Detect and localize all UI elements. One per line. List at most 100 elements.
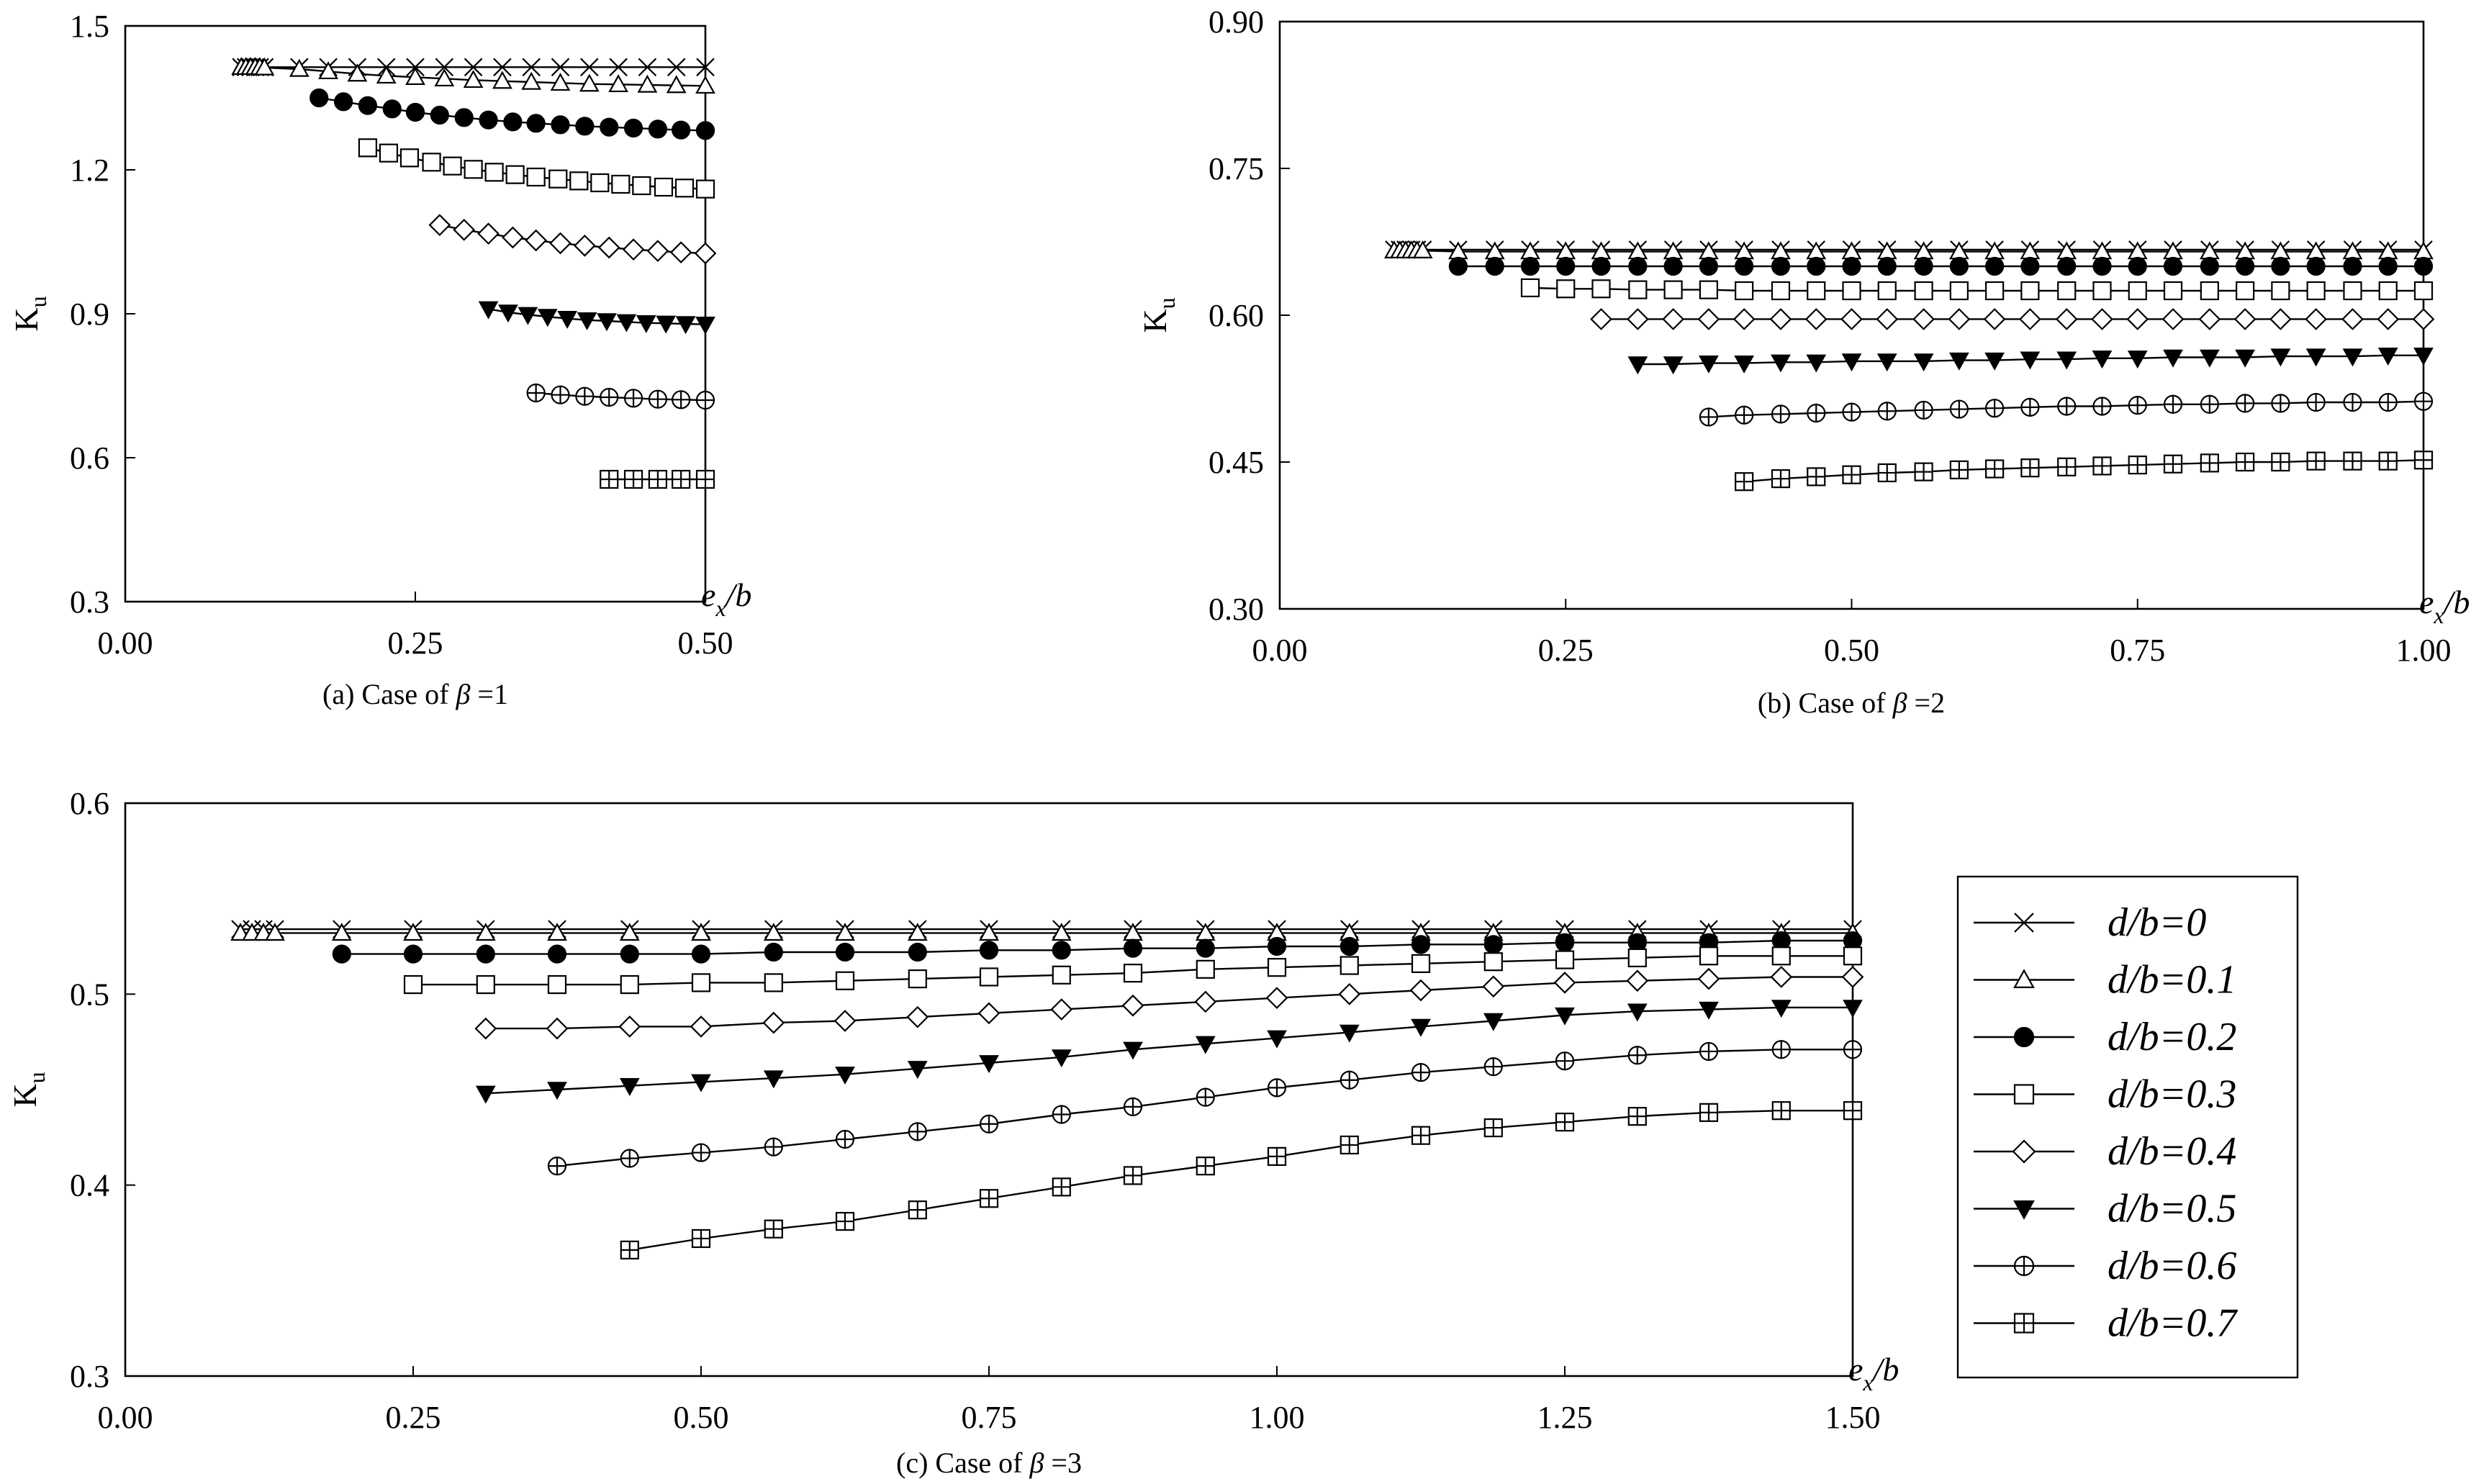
data-point — [434, 68, 455, 87]
data-point — [1626, 969, 1649, 992]
y-tick-label: 0.9 — [70, 297, 109, 332]
data-point — [318, 61, 338, 80]
caption-suffix: =1 — [470, 678, 508, 710]
data-point — [2163, 454, 2183, 474]
legend-item: d/b=0 — [1974, 900, 2206, 945]
data-point — [546, 1017, 569, 1040]
x-tick-label: 0.25 — [1538, 633, 1594, 668]
data-point — [2269, 308, 2292, 330]
series-d/b=0.5 — [478, 301, 715, 335]
data-point — [672, 120, 691, 140]
legend-marker — [2013, 969, 2035, 989]
data-point — [464, 160, 483, 179]
x-tick-label: 0.75 — [2110, 633, 2165, 668]
data-point — [1949, 460, 1969, 479]
data-point — [1697, 967, 1720, 990]
data-point — [548, 169, 568, 189]
data-point — [672, 390, 691, 410]
data-point — [525, 229, 548, 252]
data-point — [1196, 959, 1215, 979]
x-axis-title-main: e — [2419, 584, 2434, 620]
caption-suffix: =2 — [1907, 687, 1946, 719]
data-point — [597, 236, 620, 259]
x-axis-title-tail: /b — [2442, 584, 2470, 620]
legend-item: d/b=0.5 — [1974, 1187, 2236, 1231]
y-axis-title-c: Ku — [6, 1072, 50, 1107]
data-point — [2020, 458, 2040, 478]
data-point — [2413, 451, 2434, 470]
data-point — [476, 944, 495, 964]
data-point — [1771, 256, 1791, 276]
data-point — [1877, 463, 1897, 483]
caption-prefix: (a) Case of — [322, 678, 456, 710]
data-point — [2092, 281, 2112, 301]
data-point — [2412, 308, 2435, 330]
data-point — [691, 973, 711, 992]
data-point — [1194, 990, 1217, 1013]
series-line — [485, 976, 1853, 1030]
data-point — [691, 1229, 711, 1249]
data-point — [2378, 451, 2398, 471]
data-point — [1662, 308, 1684, 330]
data-point — [835, 923, 855, 941]
data-point — [1520, 256, 1540, 276]
panel-c: 0.00 0.25 0.50 0.75 1.00 1.25 1.50 0.3 0.4 0.5 0.6… — [6, 786, 1899, 1479]
data-point — [1735, 405, 1754, 425]
data-point — [597, 313, 617, 332]
data-point — [600, 387, 619, 407]
data-point — [1770, 966, 1793, 988]
x-tick-label: 0.00 — [98, 1400, 153, 1435]
data-point — [577, 312, 597, 330]
data-point — [667, 58, 686, 77]
data-point — [2271, 281, 2290, 301]
data-point — [1338, 982, 1361, 1005]
legend-item: d/b=0.3 — [1974, 1072, 2236, 1117]
x-tick-label: 0.50 — [678, 625, 733, 661]
data-point — [1448, 256, 1468, 276]
legend-label: d/b=0.6 — [2108, 1244, 2236, 1288]
data-point — [505, 165, 525, 184]
x-tick-label: 0.50 — [674, 1400, 729, 1435]
data-point — [1877, 402, 1897, 421]
data-point — [493, 58, 512, 77]
data-point — [672, 469, 691, 489]
data-point — [551, 115, 570, 135]
data-point — [2235, 349, 2255, 368]
data-point — [1807, 403, 1826, 423]
data-point — [347, 63, 368, 82]
x-tick-label: 0.00 — [98, 625, 153, 661]
data-point — [636, 315, 656, 333]
x-tick-label: 1.50 — [1825, 1400, 1881, 1435]
data-point — [2200, 281, 2219, 301]
legend-box — [1956, 875, 2299, 1379]
data-point — [2378, 281, 2398, 301]
data-point — [2020, 281, 2040, 301]
legend-marker — [2013, 1200, 2035, 1220]
data-point — [1556, 279, 1576, 299]
data-point — [1267, 1030, 1287, 1049]
y-axis-title-b: Ku — [1137, 297, 1180, 332]
x-tick-label: 0.25 — [386, 1400, 441, 1435]
data-point — [1699, 256, 1718, 276]
data-point — [1556, 256, 1576, 276]
data-point — [1843, 1040, 1863, 1059]
data-point — [430, 105, 449, 125]
data-point — [1482, 975, 1505, 998]
data-point — [2163, 349, 2183, 368]
data-point — [764, 942, 783, 962]
data-point — [632, 176, 651, 196]
data-point — [1591, 256, 1611, 276]
legend-label: d/b=0.4 — [2108, 1129, 2236, 1174]
data-point — [1196, 1157, 1215, 1176]
series-d/b=0.2 — [1448, 256, 2434, 276]
data-point — [526, 167, 546, 187]
data-point — [1771, 1040, 1791, 1059]
data-point — [619, 1077, 640, 1096]
data-point — [428, 214, 451, 237]
series-line — [1393, 250, 2423, 253]
data-point — [547, 944, 567, 964]
data-point — [2057, 457, 2077, 476]
data-point — [835, 971, 855, 990]
data-point — [637, 74, 658, 93]
data-point — [1340, 956, 1359, 975]
